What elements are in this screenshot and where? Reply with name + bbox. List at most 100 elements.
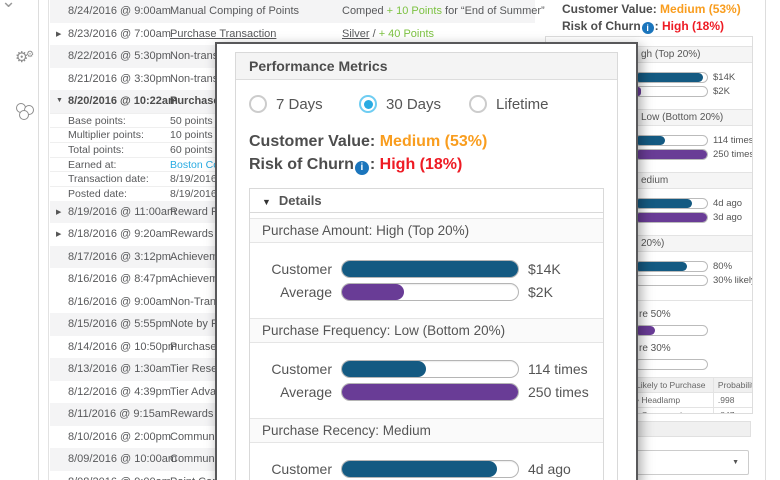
- bar-track: [341, 260, 519, 278]
- activity-date: 8/08/2016 @ 9:00am: [68, 476, 171, 480]
- bar-value: 30% likely: [713, 274, 753, 286]
- bar-value: 4d ago: [528, 461, 571, 477]
- bar-fill: [635, 135, 666, 145]
- cluster-icon[interactable]: [16, 103, 35, 120]
- risk-label: Risk of Churn: [249, 156, 354, 173]
- extra-segment: + 40 Points: [378, 27, 435, 40]
- bar-value: 114 times: [528, 361, 588, 377]
- activity-row[interactable]: 8/24/2016 @ 9:00am Manual Comping of Poi…: [50, 0, 598, 23]
- info-icon[interactable]: i: [641, 22, 654, 34]
- timeframe-radio[interactable]: Lifetime: [469, 95, 579, 113]
- activity-date: 8/23/2016 @ 7:00am: [68, 27, 171, 40]
- extra-segment: + 10 Points: [386, 5, 442, 17]
- bar-row: Average $2K: [262, 283, 591, 301]
- detail-label: Posted date:: [68, 187, 127, 200]
- dropdown-select[interactable]: ▼: [633, 450, 749, 475]
- activity-date: 8/24/2016 @ 9:00am: [68, 5, 171, 17]
- bar-value: 3d ago: [713, 211, 743, 223]
- radio-circle-icon[interactable]: [359, 95, 377, 113]
- bar-value: $2K: [713, 85, 730, 97]
- section-bars: Customer 4d ago Average 3d ago: [250, 443, 603, 480]
- col-probability: Probability: [712, 377, 752, 393]
- detail-label: Total points:: [68, 143, 125, 156]
- bar-row: [634, 358, 752, 370]
- expander-arrow-icon[interactable]: ▶: [56, 231, 62, 239]
- expander-arrow-icon[interactable]: ▼: [56, 97, 63, 104]
- risk-value: High (18%): [379, 156, 463, 173]
- table-row: • Compression .847: [631, 407, 752, 413]
- bar-row: Customer $14K: [262, 260, 591, 278]
- right-edge-strip: [765, 0, 780, 480]
- rp-score-rows: re 50% re 30%: [546, 309, 752, 370]
- detail-label: Earned at:: [68, 158, 117, 171]
- bar-track: [634, 134, 708, 146]
- risk-of-churn-line: Risk of Churn i: High (18%): [562, 19, 753, 34]
- sidebar-gutter: [39, 0, 49, 480]
- info-icon[interactable]: i: [354, 161, 369, 175]
- bar-fill: [635, 72, 704, 82]
- activity-event: Point Cap R: [170, 476, 229, 480]
- activity-date: 8/17/2016 @ 3:12pm: [68, 250, 171, 263]
- detail-value: 10 points: [170, 129, 213, 142]
- risk-of-churn-line: Risk of Churn i: High (18%): [249, 153, 604, 176]
- timeframe-radio[interactable]: 7 Days: [249, 95, 359, 113]
- modal-details-sections: Purchase Amount: High (Top 20%) Customer…: [250, 218, 603, 480]
- value-lines: Customer Value: Medium (53%) Risk of Chu…: [249, 130, 604, 176]
- expander-arrow-icon[interactable]: ▶: [56, 208, 62, 216]
- expander-arrow-icon[interactable]: ▶: [56, 30, 62, 38]
- timeframe-radio[interactable]: 30 Days: [359, 95, 469, 113]
- bar-fill: [635, 198, 692, 208]
- chevron-down-icon[interactable]: ⌄: [1, 0, 17, 11]
- chevron-down-icon: ▼: [732, 459, 739, 466]
- bar-fill: [635, 325, 656, 335]
- bar-fill: [342, 461, 497, 477]
- activity-event: Purchase Transaction: [170, 27, 277, 40]
- bar-value: 114 times: [713, 134, 753, 146]
- bar-row: 80%: [634, 260, 752, 272]
- bar-track: [634, 148, 708, 160]
- bar-row: Average 250 times: [262, 383, 591, 401]
- icon-sidebar: ⌄ ⚙ ⚙: [0, 0, 39, 480]
- section-bars: 80% 30% likely: [546, 252, 752, 298]
- customer-value: Medium (53%): [660, 2, 741, 16]
- bar-label: Average: [280, 284, 332, 300]
- activity-row[interactable]: ▶ 8/23/2016 @ 7:00am Purchase Transactio…: [50, 22, 535, 45]
- timeframe-radio-group: 7 Days 30 Days Lifetime: [249, 95, 604, 113]
- section-header: Purchase Frequency: Low (Bottom 20%): [250, 318, 603, 343]
- extra-segment: /: [369, 27, 379, 40]
- details-label: Details: [278, 193, 322, 208]
- activity-event: Manual Comping of Points: [170, 5, 300, 17]
- activity-date: 8/10/2016 @ 2:00pm: [68, 430, 171, 443]
- radio-label: Lifetime: [496, 95, 549, 113]
- table-row: • Headlamp .998: [631, 392, 752, 408]
- detail-label: Multiplier points:: [68, 129, 144, 142]
- bar-label: Customer: [271, 461, 332, 477]
- radio-circle-icon[interactable]: [469, 95, 487, 113]
- bar-row: $14K: [634, 71, 752, 83]
- activity-date: 8/16/2016 @ 9:00am: [68, 295, 171, 308]
- activity-date: 8/12/2016 @ 4:39pm: [68, 385, 171, 398]
- section-header: Purchase Recency: Medium: [250, 418, 603, 443]
- bar-row: 114 times: [634, 134, 753, 146]
- activity-date: 8/11/2016 @ 9:15am: [68, 408, 171, 421]
- bar-label: Average: [280, 384, 332, 400]
- radio-circle-icon[interactable]: [249, 95, 267, 113]
- risk-label: Risk of Churn: [562, 19, 641, 33]
- risk-value: High (18%): [662, 19, 725, 33]
- customer-value: Medium (53%): [379, 133, 488, 150]
- section-header: Purchase Amount: High (Top 20%): [250, 218, 603, 243]
- bar-track: [634, 358, 708, 370]
- activity-date: 8/13/2016 @ 1:30am: [68, 363, 171, 376]
- risk-separator: :: [369, 156, 376, 173]
- gears-icon[interactable]: ⚙ ⚙: [15, 49, 35, 66]
- bar-row: 3d ago: [634, 211, 752, 223]
- extra-segment: Comped: [342, 5, 387, 17]
- risk-separator: :: [654, 19, 659, 33]
- bar-value: 4d ago: [713, 197, 743, 209]
- bar-label: Customer: [271, 361, 332, 377]
- details-toggle[interactable]: ▼ Details: [250, 189, 603, 213]
- bar-value: $14K: [713, 71, 736, 83]
- bar-fill: [342, 384, 518, 400]
- customer-value-line: Customer Value: Medium (53%): [249, 130, 604, 153]
- section-bars: 114 times 250 times: [546, 126, 752, 172]
